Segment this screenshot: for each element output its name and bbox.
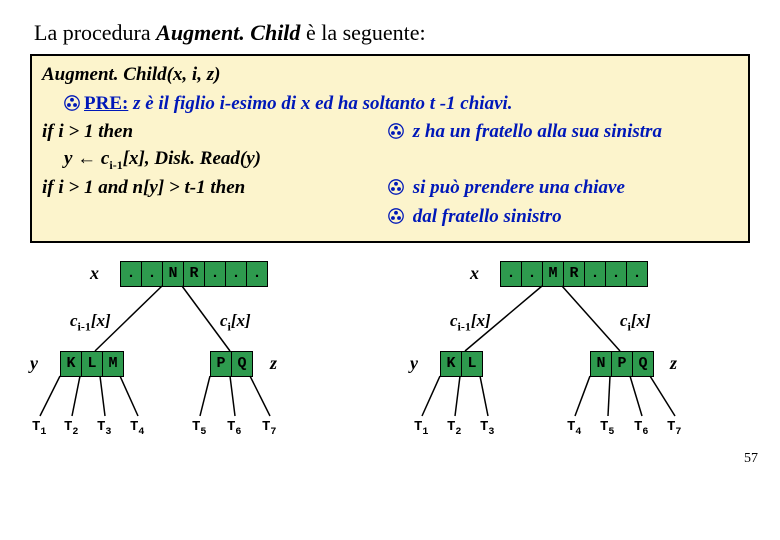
- key: P: [612, 352, 633, 376]
- ci-label: ci[x]: [620, 311, 651, 334]
- x-label: x: [470, 263, 479, 284]
- tree-after: x . . M R . . . ci-1[x] ci[x] y K L N P …: [410, 261, 750, 461]
- clover-icon: [388, 123, 404, 139]
- ci1-label: ci-1[x]: [450, 311, 491, 334]
- key: L: [82, 352, 103, 376]
- key: .: [606, 262, 627, 286]
- pre-label: PRE:: [84, 93, 128, 114]
- pseudocode-box: Augment. Child(x, i, z) PRE: z è il figl…: [30, 54, 750, 243]
- clover-icon: [388, 179, 404, 195]
- key: P: [211, 352, 232, 376]
- y-node: K L: [440, 351, 483, 377]
- code-line-4: dal fratello sinistro: [42, 204, 738, 231]
- line3-code: if i > 1 and n[y] > t-1 then: [42, 177, 245, 198]
- x-node: . . N R . . .: [120, 261, 268, 287]
- t-label: T6: [634, 419, 648, 438]
- y-node: K L M: [60, 351, 124, 377]
- z-node: N P Q: [590, 351, 654, 377]
- t-label: T3: [480, 419, 494, 438]
- pre-text: z è il figlio i-esimo di x ed ha soltant…: [128, 93, 512, 114]
- precondition: PRE: z è il figlio i-esimo di x ed ha so…: [42, 91, 738, 118]
- key: N: [591, 352, 612, 376]
- clover-icon: [64, 95, 80, 111]
- key: .: [205, 262, 226, 286]
- key: R: [564, 262, 585, 286]
- code-line-2: y ← ci-1[x], Disk. Read(y): [42, 146, 738, 174]
- line4-cmt: dal fratello sinistro: [408, 206, 562, 227]
- tree-before: x . . N R . . . ci-1[x] ci[x] y K L M P …: [30, 261, 370, 461]
- y-label: y: [410, 353, 418, 374]
- key: .: [121, 262, 142, 286]
- key: .: [585, 262, 606, 286]
- key: K: [61, 352, 82, 376]
- clover-icon: [388, 208, 404, 224]
- slide-title: La procedura Augment. Child è la seguent…: [34, 20, 750, 46]
- page-number: 57: [744, 451, 758, 467]
- key: .: [247, 262, 267, 286]
- key: N: [163, 262, 184, 286]
- t-label: T7: [667, 419, 681, 438]
- title-proc: Augment. Child: [156, 20, 300, 45]
- code-line-1: if i > 1 then z ha un fratello alla sua …: [42, 119, 738, 146]
- key: Q: [633, 352, 653, 376]
- key: M: [543, 262, 564, 286]
- y-label: y: [30, 353, 38, 374]
- t-label: T2: [64, 419, 78, 438]
- line1-cmt: z ha un fratello alla sua sinistra: [408, 121, 662, 142]
- key: .: [226, 262, 247, 286]
- z-node: P Q: [210, 351, 253, 377]
- t-label: T5: [192, 419, 206, 438]
- line3-cmt: si può prendere una chiave: [408, 177, 625, 198]
- t-label: T1: [414, 419, 428, 438]
- x-node: . . M R . . .: [500, 261, 648, 287]
- line2-b: [x], Disk. Read(y): [123, 148, 261, 169]
- key: K: [441, 352, 462, 376]
- line1-code: if i > 1 then: [42, 121, 133, 142]
- code-line-3: if i > 1 and n[y] > t-1 then si può pren…: [42, 175, 738, 202]
- key: .: [522, 262, 543, 286]
- t-label: T7: [262, 419, 276, 438]
- t-label: T1: [32, 419, 46, 438]
- z-label: z: [670, 353, 677, 374]
- line2-a: y ← c: [64, 148, 109, 169]
- x-label: x: [90, 263, 99, 284]
- ci-label: ci[x]: [220, 311, 251, 334]
- proc-signature: Augment. Child(x, i, z): [42, 62, 738, 89]
- t-label: T4: [130, 419, 144, 438]
- key: .: [501, 262, 522, 286]
- key: M: [103, 352, 123, 376]
- t-label: T4: [567, 419, 581, 438]
- key: .: [142, 262, 163, 286]
- ci1-label: ci-1[x]: [70, 311, 111, 334]
- t-label: T5: [600, 419, 614, 438]
- tree-diagrams: x . . N R . . . ci-1[x] ci[x] y K L M P …: [30, 261, 750, 461]
- key: L: [462, 352, 482, 376]
- t-label: T2: [447, 419, 461, 438]
- line2-sub: i-1: [109, 158, 122, 172]
- key: .: [627, 262, 647, 286]
- title-post: è la seguente:: [300, 20, 425, 45]
- z-label: z: [270, 353, 277, 374]
- key: Q: [232, 352, 252, 376]
- title-pre: La procedura: [34, 20, 156, 45]
- t-label: T6: [227, 419, 241, 438]
- key: R: [184, 262, 205, 286]
- t-label: T3: [97, 419, 111, 438]
